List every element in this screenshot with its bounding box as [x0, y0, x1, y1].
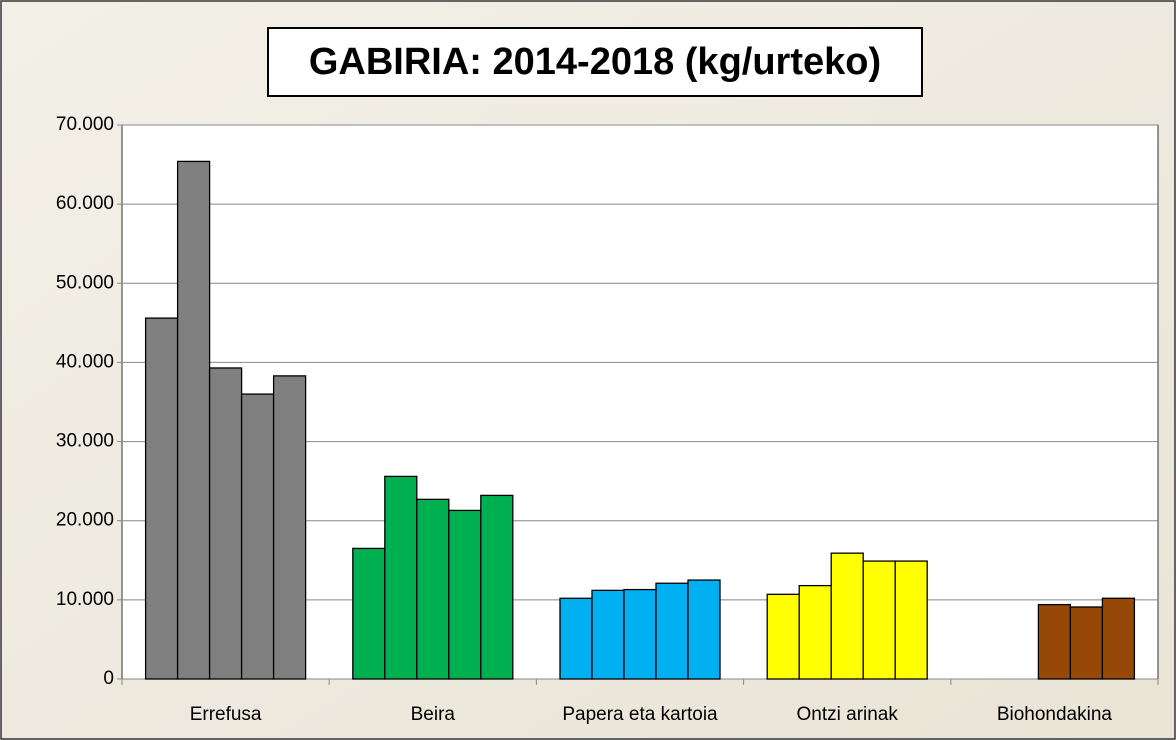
chart-title: GABIRIA: 2014-2018 (kg/urteko) [309, 41, 881, 83]
title-box [267, 27, 923, 97]
bar [591, 589, 625, 680]
bar [1101, 597, 1136, 680]
bar [448, 509, 482, 680]
y-tick-label: 70.000 [56, 114, 114, 135]
y-tick-label: 20.000 [56, 510, 114, 531]
bar [559, 597, 593, 680]
bar [1069, 606, 1104, 680]
y-tick-label: 50.000 [56, 272, 114, 293]
y-tick-label: 40.000 [56, 351, 114, 372]
x-tick-label: Papera eta kartoia [562, 704, 718, 725]
bar [894, 560, 928, 680]
y-tick-label: 0 [103, 668, 114, 689]
bar [862, 560, 896, 680]
bar [655, 582, 689, 680]
bar [798, 584, 832, 680]
bar [480, 494, 514, 680]
y-tick-label: 60.000 [56, 193, 114, 214]
bar [272, 375, 307, 680]
bar [208, 367, 243, 680]
bar [176, 160, 211, 680]
bar [687, 579, 721, 680]
bar [144, 317, 179, 680]
bar [352, 547, 386, 680]
bar [416, 498, 450, 680]
bar [623, 588, 657, 680]
x-tick-label: Errefusa [190, 704, 262, 725]
x-tick-label: Ontzi arinak [797, 704, 899, 725]
y-tick-label: 10.000 [56, 589, 114, 610]
bar [830, 552, 864, 680]
y-tick-label: 30.000 [56, 431, 114, 452]
x-tick-label: Biohondakina [997, 704, 1113, 725]
bar [1037, 603, 1072, 680]
bar [240, 393, 275, 680]
bar [766, 593, 800, 680]
x-tick-label: Beira [411, 704, 456, 725]
bar [384, 475, 418, 680]
